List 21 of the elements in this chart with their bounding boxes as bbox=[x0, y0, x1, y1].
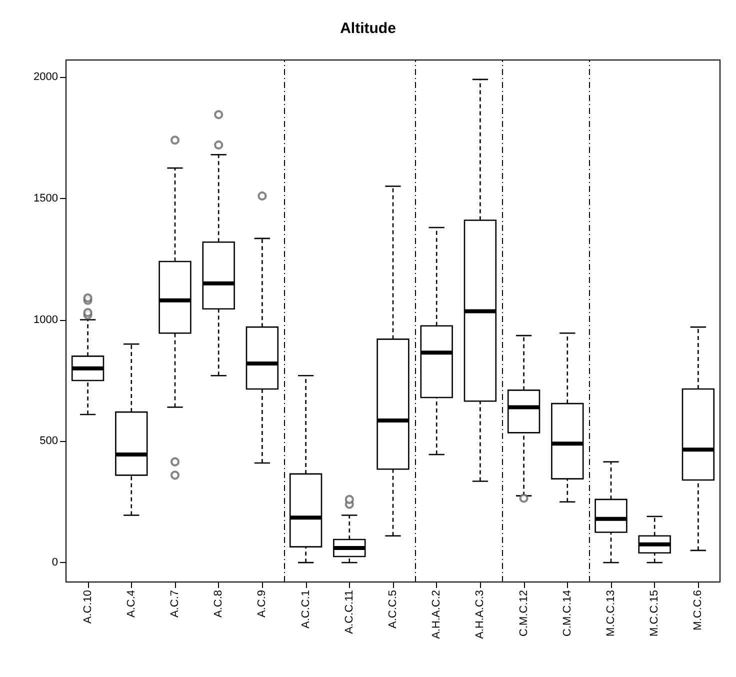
x-tick-label: A.C.10 bbox=[82, 590, 94, 624]
x-tick-label: M.C.C.15 bbox=[648, 590, 661, 636]
x-tick-label: C.M.C.14 bbox=[561, 590, 574, 636]
y-tick-label: 2000 bbox=[34, 70, 58, 83]
y-tick-label: 1500 bbox=[34, 192, 58, 204]
x-tick-label: C.M.C.12 bbox=[518, 590, 530, 636]
y-tick-label: 1000 bbox=[34, 314, 58, 326]
y-tick-label: 0 bbox=[52, 556, 58, 569]
x-tick-label: A.C.C.5 bbox=[387, 590, 399, 629]
x-tick-label: A.C.C.11 bbox=[343, 590, 356, 634]
x-tick-label: A.C.7 bbox=[169, 590, 181, 618]
x-tick-label: A.C.C.1 bbox=[300, 590, 312, 629]
x-tick-label: A.H.A.C.3 bbox=[474, 590, 486, 639]
y-tick-label: 500 bbox=[40, 435, 58, 448]
x-tick-label: M.C.C.13 bbox=[605, 590, 617, 636]
x-tick-label: A.C.9 bbox=[256, 590, 268, 618]
chart-title: Altitude bbox=[340, 20, 396, 37]
x-tick-label: A.C.4 bbox=[125, 590, 138, 618]
x-tick-label: A.C.8 bbox=[212, 590, 225, 618]
x-tick-label: M.C.C.6 bbox=[692, 590, 704, 630]
x-tick-label: A.H.A.C.2 bbox=[430, 590, 443, 639]
